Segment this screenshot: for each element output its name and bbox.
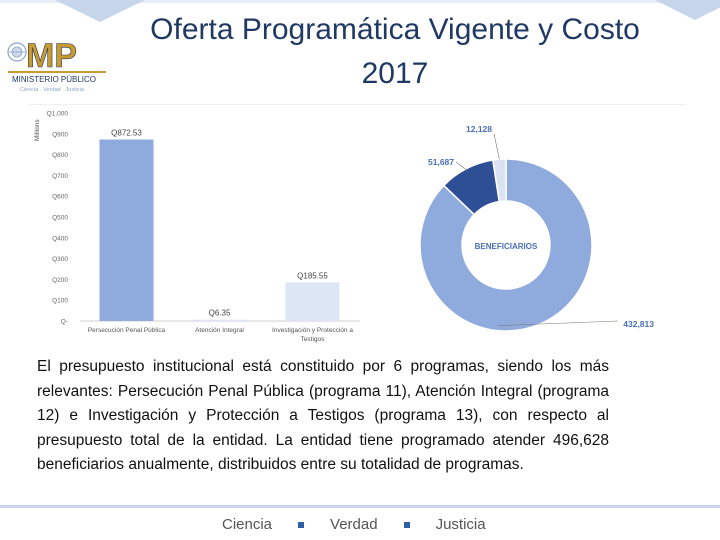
- logo-line1: MINISTERIO PÚBLICO: [12, 75, 96, 84]
- donut-value-label: 12,128: [466, 124, 492, 134]
- bar-value-label: Q872.53: [111, 129, 142, 138]
- bar-series: Q872.53 Persecución Penal Pública Q6.35 Ate…: [88, 129, 354, 343]
- decorative-triangle: [655, 0, 720, 20]
- footer-item-ciencia: Ciencia: [222, 516, 273, 533]
- footer-divider: [0, 505, 720, 508]
- y-tick-label: Q200: [52, 277, 68, 284]
- y-tick-label: Q400: [52, 235, 68, 242]
- bar-value-label: Q6.35: [209, 309, 231, 318]
- footer-separator-icon: [298, 521, 305, 528]
- description-paragraph: El presupuesto institucional está consti…: [37, 358, 609, 473]
- donut-leader-line: [455, 161, 468, 171]
- bar-value-label: Q185.55: [297, 271, 328, 280]
- bar: [99, 139, 154, 321]
- chart-panel: Millions Q1,000 Q900 Q800 Q700 Q600 Q500 Q400 Q…: [28, 104, 686, 349]
- bar-axis-unit-label: Millions: [34, 119, 41, 141]
- decorative-triangle: [55, 0, 145, 22]
- footer-item-verdad: Verdad: [330, 516, 378, 533]
- logo-letters: MP: [26, 37, 77, 75]
- page-title: Oferta Programática Vigente y Costo 2017: [150, 13, 640, 90]
- y-tick-label: Q600: [52, 194, 68, 201]
- bar-category-label: Persecución Penal Pública: [88, 327, 166, 334]
- donut-leader-line: [493, 133, 500, 160]
- guatemala-seal-icon: [7, 42, 27, 62]
- donut-value-label: 51,687: [428, 157, 454, 167]
- donut-value-label: 432,813: [623, 319, 654, 329]
- y-tick-label: Q900: [52, 131, 68, 138]
- y-tick-label: Q1,000: [47, 111, 69, 118]
- footer-separator-icon: [403, 521, 410, 528]
- bar: [285, 282, 340, 321]
- logo-line2: Ciencia · Verdad · Justicia: [20, 87, 85, 93]
- y-tick-label: Q100: [52, 298, 68, 305]
- footer: Ciencia Verdad Justicia: [0, 512, 720, 540]
- ministerio-publico-logo: MP MINISTERIO PÚBLICO Ciencia · Verdad ·…: [7, 37, 106, 93]
- y-tick-label: Q-: [61, 319, 68, 326]
- y-tick-label: Q700: [52, 173, 68, 180]
- donut-slice: [419, 158, 593, 332]
- bar: [192, 319, 247, 321]
- charts-svg: Millions Q1,000Q900Q800Q700Q600Q500Q400Q…: [34, 111, 654, 344]
- y-tick-label: Q800: [52, 152, 68, 159]
- donut-center-label: BENEFICIARIOS: [475, 242, 538, 251]
- donut-leader-line: [498, 320, 619, 326]
- y-tick-label: Q500: [52, 215, 68, 222]
- bar-y-ticks: Q1,000 Q900 Q800 Q700 Q600 Q500 Q400 Q300 Q200 Q1…: [47, 111, 69, 326]
- donut-slice: [492, 158, 507, 203]
- footer-item-justicia: Justicia: [435, 516, 486, 533]
- y-tick-label: Q300: [52, 256, 68, 263]
- bar-category-label: Investigación y Protección a Testigos: [272, 327, 353, 343]
- top-accent-bar: [0, 0, 720, 3]
- donut-series: 432,813 51,687 12,128: [419, 124, 654, 332]
- bar-category-label: Atención Integral: [195, 327, 244, 334]
